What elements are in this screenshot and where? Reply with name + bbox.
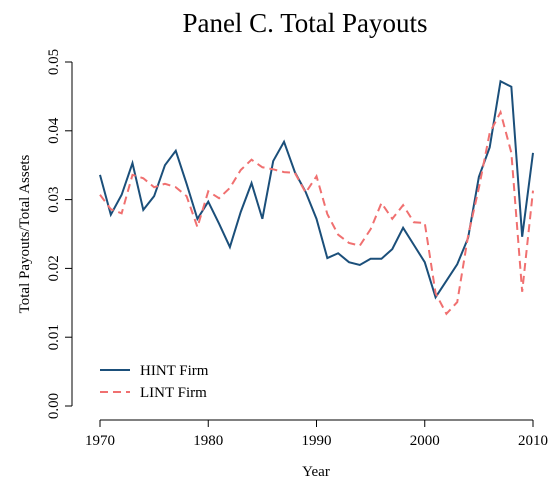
x-tick-label: 1970: [85, 433, 115, 449]
y-tick-label: 0.03: [46, 186, 62, 212]
y-axis-label: Total Payouts/Total Assets: [17, 154, 33, 313]
x-tick-label: 2000: [410, 433, 440, 449]
x-tick-label: 1980: [193, 433, 223, 449]
x-tick-label: 1990: [302, 433, 332, 449]
legend-label: HINT Firm: [140, 363, 209, 379]
y-tick-label: 0.00: [46, 393, 62, 419]
x-tick-label: 2010: [518, 433, 548, 449]
y-tick-label: 0.05: [46, 49, 62, 75]
y-tick-label: 0.01: [46, 324, 62, 350]
legend-label: LINT Firm: [140, 385, 207, 401]
series-line: [99, 79, 534, 300]
chart-title: Panel C. Total Payouts: [182, 8, 427, 38]
y-tick-label: 0.04: [46, 117, 62, 144]
x-axis-label: Year: [302, 464, 330, 480]
series-line: [99, 109, 534, 316]
y-tick-label: 0.02: [46, 255, 62, 281]
